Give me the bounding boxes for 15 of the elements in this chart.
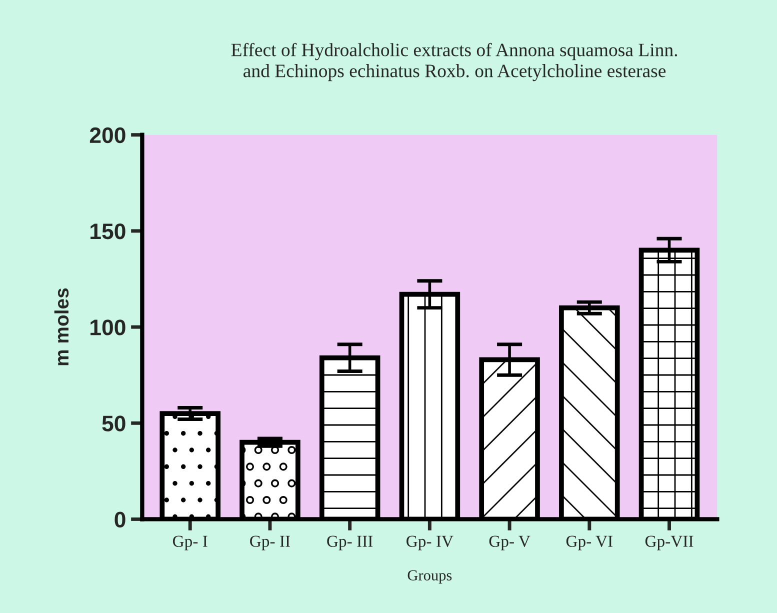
x-tick-label: Gp- III (327, 536, 373, 550)
y-tick-label: 100 (90, 320, 126, 336)
y-tick-label: 0 (114, 512, 126, 528)
y-tick-label: 200 (90, 127, 126, 144)
x-tick-label: Gp- IV (406, 536, 454, 550)
x-axis-title: Groups (408, 570, 452, 584)
x-tick-label: Gp-VII (645, 536, 694, 550)
x-tick-label: Gp- II (250, 536, 290, 550)
x-tick-label: Gp- V (489, 536, 530, 550)
x-tick-label: Gp- I (172, 536, 208, 550)
y-tick-label: 150 (90, 223, 126, 240)
chart-title: Effect of Hydroalcholic extracts of Annona squamosa Linn. and Echinops echinatus Roxb. on Acetylcholine esterase (231, 42, 678, 82)
y-axis-title: m moles (54, 288, 69, 366)
x-tick-label: Gp- VI (566, 536, 612, 550)
y-tick-label: 50 (102, 416, 126, 432)
